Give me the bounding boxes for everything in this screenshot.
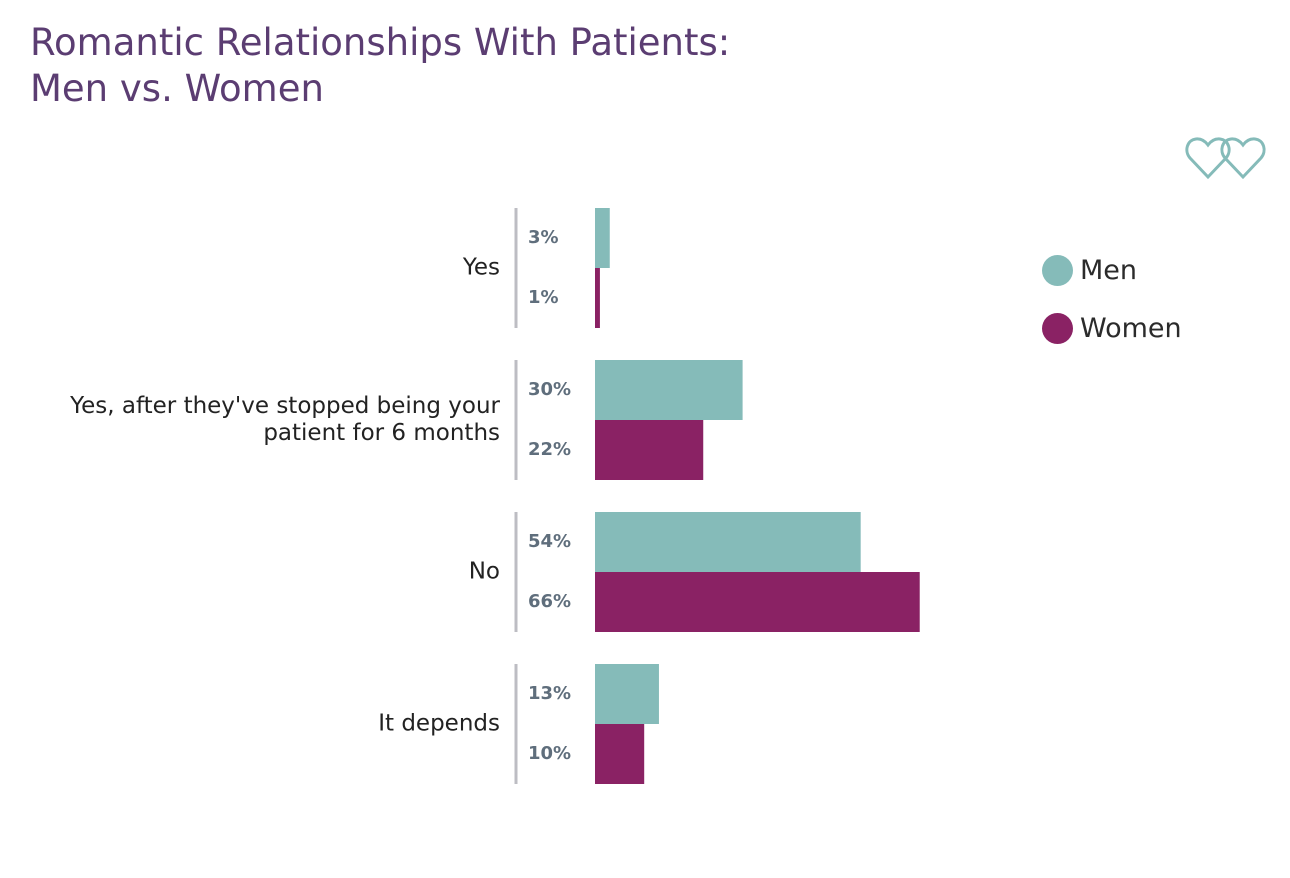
chart-title-line-2: Men vs. Women [30,67,324,110]
value-label-men: 54% [528,531,571,552]
category-label: patient for 6 months [263,420,500,446]
value-label-women: 1% [528,287,559,308]
legend-swatch-men [1042,254,1073,286]
bar-men [595,360,743,420]
bar-women [595,572,920,632]
value-label-men: 3% [528,227,559,248]
category-label: Yes, after they've stopped being your [69,393,500,419]
value-label-women: 66% [528,591,571,612]
category-label: No [469,559,500,585]
legend-label-men: Men [1080,254,1138,286]
legend-item-women: Women [1042,312,1182,344]
bar-men [595,208,610,268]
legend-swatch-women [1042,312,1073,344]
heart-left-icon [1185,137,1231,180]
bar-men [595,512,861,572]
legend-label-women: Women [1080,312,1182,344]
category-label: Yes [462,255,500,281]
value-label-women: 22% [528,439,571,460]
chart-plot: Yes 3% 1% Yes, after they've stopped being … [69,208,920,784]
bar-women [595,420,704,480]
bar-women [595,724,645,784]
heart-right-icon [1220,137,1266,180]
double-heart-icon [1185,137,1266,180]
chart-title-line-1: Romantic Relationships With Patients: [30,21,731,64]
bar-women [595,268,600,328]
category-label: It depends [378,711,500,737]
legend-item-men: Men [1042,254,1137,286]
value-label-men: 30% [528,379,571,400]
value-label-men: 13% [528,683,571,704]
value-label-women: 10% [528,743,571,764]
bar-men [595,664,659,724]
chart-title: Romantic Relationships With Patients: Me… [30,20,730,112]
